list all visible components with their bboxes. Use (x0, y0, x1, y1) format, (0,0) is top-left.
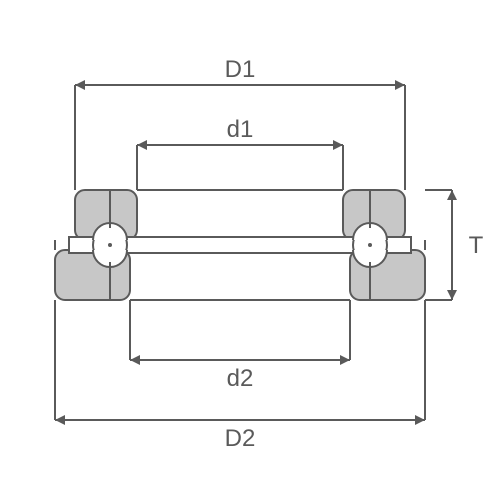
label-D1: D1 (225, 56, 256, 83)
label-T: T (469, 232, 484, 259)
label-D2: D2 (225, 425, 256, 452)
label-d1: d1 (227, 116, 254, 143)
bearing-cross-section (55, 190, 425, 300)
label-d2: d2 (227, 365, 254, 392)
